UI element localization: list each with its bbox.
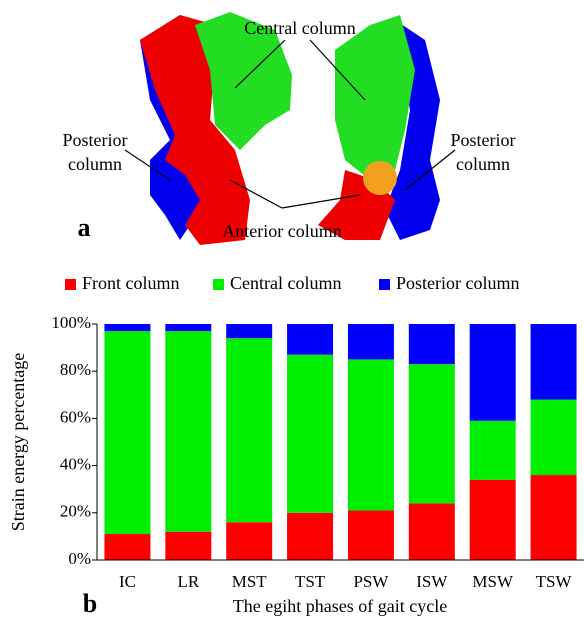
bar-segment (226, 338, 272, 522)
legend-label: Posterior column (396, 273, 520, 293)
bar-segment (409, 364, 455, 503)
x-tick-label: PSW (353, 572, 389, 591)
y-tick-label: 0% (68, 549, 91, 568)
bar-segment (531, 400, 577, 476)
bar-segment (287, 355, 333, 513)
bar-segment (287, 513, 333, 560)
bar-segment (226, 324, 272, 338)
bar-segment (226, 522, 272, 560)
bar-segment (104, 324, 150, 331)
bar-segment (165, 324, 211, 331)
bar-segment (287, 324, 333, 355)
bar-segment (348, 359, 394, 510)
bar-segment (165, 331, 211, 532)
pelvis-right (318, 15, 440, 240)
bar-segment (409, 324, 455, 364)
bar-segment (165, 532, 211, 560)
y-tick-label: 100% (51, 313, 91, 332)
x-axis-title: The egiht phases of gait cycle (233, 596, 447, 616)
x-tick-label: IC (119, 572, 136, 591)
x-tick-label: ISW (416, 572, 448, 591)
x-tick-label: LR (177, 572, 199, 591)
x-tick-label: MST (232, 572, 268, 591)
annotation: Posterior (63, 130, 128, 150)
legend-swatch (213, 279, 224, 290)
page: {"panel_a": {"label": "a", "central": "C… (0, 0, 584, 620)
annotation: Posterior (451, 130, 516, 150)
y-axis-title: Strain energy percentage (8, 353, 28, 532)
annotation: column (68, 154, 122, 174)
x-tick-label: TST (295, 572, 326, 591)
y-tick-label: 40% (60, 455, 91, 474)
panel-label: b (83, 589, 97, 618)
figure: Central column Posterior column Posterio… (0, 0, 584, 620)
panel-label: a (78, 213, 91, 242)
bar-segment (104, 331, 150, 534)
bar-segment (470, 480, 516, 560)
bar-segment (531, 475, 577, 560)
annotation: column (456, 154, 510, 174)
x-tick-label: MSW (472, 572, 514, 591)
legend-swatch (379, 279, 390, 290)
legend-label: Front column (82, 273, 180, 293)
y-tick-label: 20% (60, 502, 91, 521)
legend-label: Central column (230, 273, 341, 293)
bar-segment (104, 534, 150, 560)
y-tick-label: 80% (60, 360, 91, 379)
bar-segment (348, 324, 394, 359)
legend-swatch (65, 279, 76, 290)
annotation: Central column (244, 18, 355, 38)
bar-segment (470, 324, 516, 421)
bar-segment (531, 324, 577, 400)
y-tick-label: 60% (60, 407, 91, 426)
bar-segment (348, 510, 394, 560)
annotation: Anterior column (222, 221, 341, 241)
pelvis-left (140, 12, 292, 245)
acetabulum (363, 161, 397, 195)
bar-segment (409, 503, 455, 560)
x-tick-label: TSW (536, 572, 573, 591)
bar-segment (470, 421, 516, 480)
